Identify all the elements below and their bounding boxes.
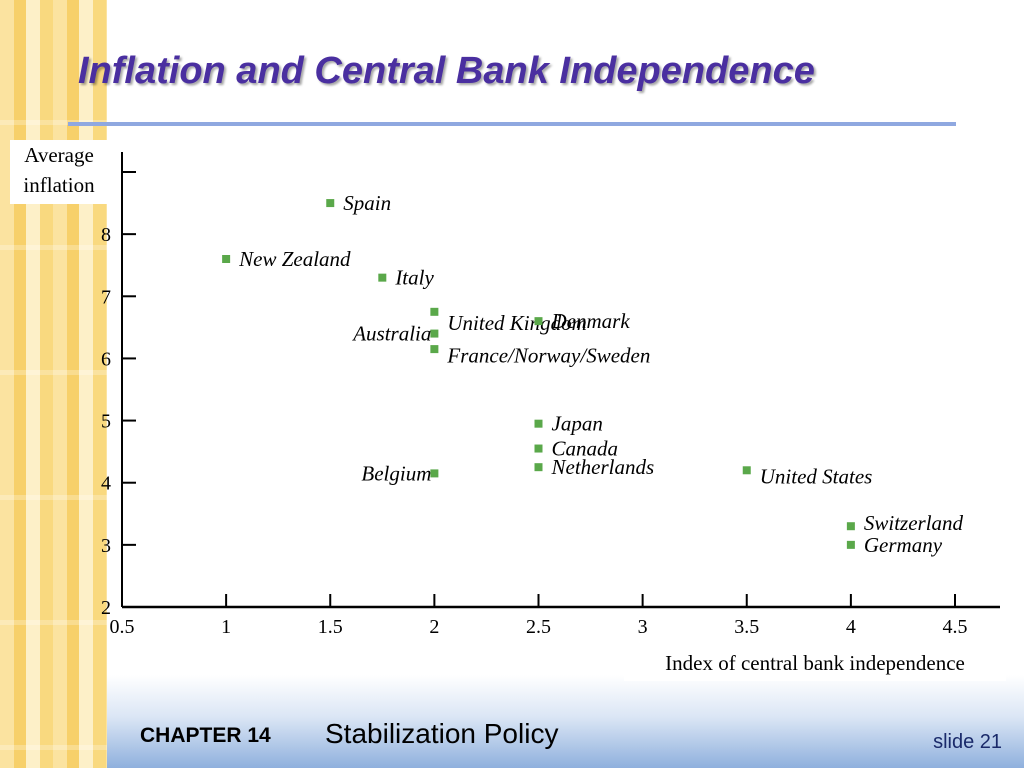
chart-axes bbox=[121, 152, 1000, 609]
y-axis-label-line-1: Average bbox=[24, 143, 94, 167]
data-point bbox=[378, 273, 387, 282]
title-underline bbox=[68, 122, 956, 126]
point-label: Australia bbox=[351, 322, 431, 346]
point-label: Denmark bbox=[551, 309, 631, 333]
x-tick-label: 4 bbox=[846, 616, 856, 638]
chapter-title: Stabilization Policy bbox=[325, 718, 559, 749]
x-tick-label: 0.5 bbox=[110, 616, 135, 638]
point-label: Italy bbox=[394, 266, 434, 290]
data-point bbox=[534, 317, 543, 326]
data-point bbox=[534, 463, 543, 472]
data-point bbox=[430, 329, 439, 338]
y-tick-label: 2 bbox=[101, 597, 111, 619]
left-decorative-stripes bbox=[0, 0, 107, 768]
data-point bbox=[430, 345, 439, 354]
point-label: New Zealand bbox=[238, 247, 351, 271]
slide-number: slide 21 bbox=[933, 731, 1002, 753]
chart-ticks: 0.5 1 1.5 2 2.5 3 3.5 4 4.5 2 3 4 5 6 7 8 bbox=[101, 171, 968, 638]
y-tick-label: 5 bbox=[101, 411, 111, 433]
point-label: Switzerland bbox=[864, 511, 964, 535]
x-tick-label: 2.5 bbox=[526, 616, 551, 638]
point-label: United States bbox=[760, 465, 873, 489]
y-tick-label: 3 bbox=[101, 535, 111, 557]
chapter-label: CHAPTER 14 bbox=[140, 724, 271, 747]
y-tick-label: 6 bbox=[101, 348, 111, 370]
point-label: France/Norway/Sweden bbox=[446, 343, 650, 367]
x-axis-label: Index of central bank independence bbox=[624, 645, 1006, 681]
data-point bbox=[742, 466, 751, 475]
slide-title: Inflation and Central Bank Independence bbox=[78, 50, 815, 92]
point-label: Germany bbox=[864, 533, 943, 557]
y-axis-label: Average inflation bbox=[10, 140, 108, 204]
data-point bbox=[326, 199, 335, 208]
point-label: Japan bbox=[552, 412, 603, 436]
data-point bbox=[534, 444, 543, 453]
point-label: Belgium bbox=[361, 461, 431, 485]
footer-gradient-bar bbox=[107, 675, 1024, 768]
x-tick-label: 1.5 bbox=[318, 616, 343, 638]
data-point bbox=[846, 522, 855, 531]
data-point bbox=[430, 307, 439, 316]
point-label: Spain bbox=[343, 191, 391, 215]
point-label: United Kingdom bbox=[447, 311, 586, 335]
y-tick-label: 7 bbox=[101, 286, 111, 308]
chart-points: Spain New Zealand Italy United Kingdom Austr… bbox=[222, 191, 964, 557]
x-tick-label: 3 bbox=[638, 616, 648, 638]
data-point bbox=[534, 419, 543, 428]
y-tick-label: 4 bbox=[101, 473, 111, 495]
data-point bbox=[846, 540, 855, 549]
point-label: Canada bbox=[552, 437, 619, 461]
x-tick-label: 2 bbox=[429, 616, 439, 638]
y-axis-label-line-2: inflation bbox=[23, 173, 95, 197]
point-label: Netherlands bbox=[551, 455, 655, 479]
data-point bbox=[222, 255, 231, 263]
x-tick-label: 1 bbox=[221, 616, 231, 638]
y-tick-label: 8 bbox=[101, 224, 111, 246]
x-tick-label: 4.5 bbox=[943, 616, 968, 638]
data-point bbox=[430, 469, 439, 478]
x-tick-label: 3.5 bbox=[734, 616, 759, 638]
